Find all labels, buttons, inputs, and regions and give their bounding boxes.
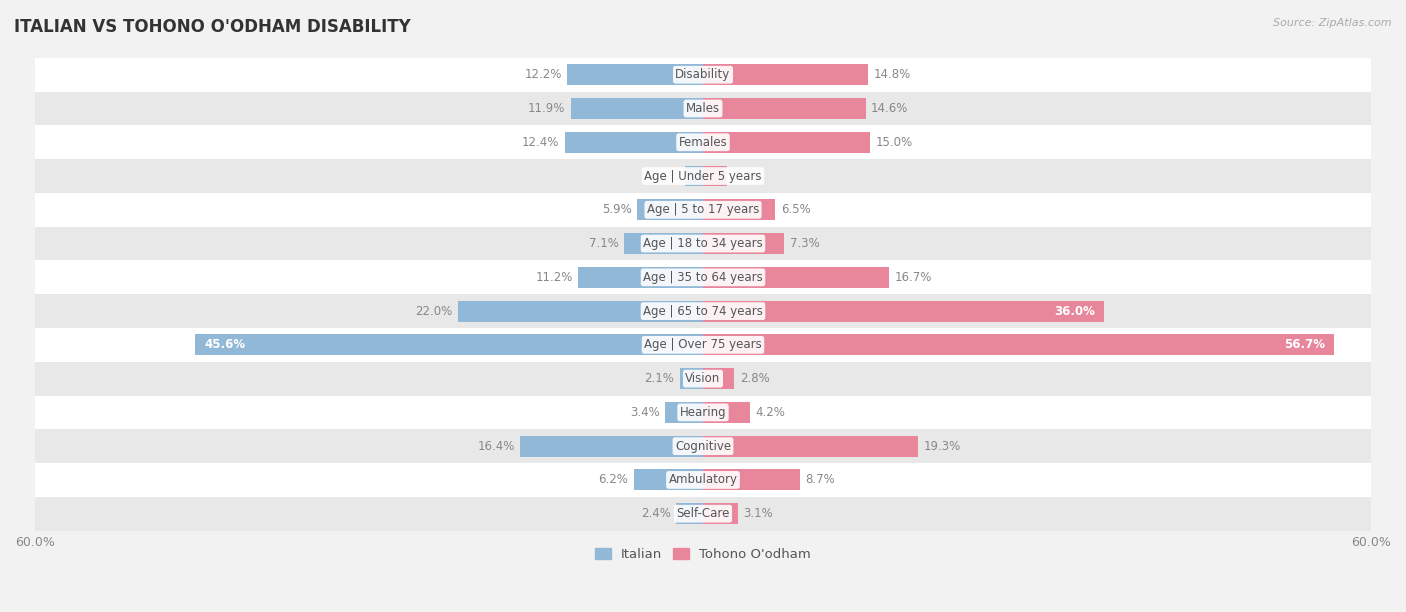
Bar bbox=[35, 294, 1371, 328]
Text: Age | Over 75 years: Age | Over 75 years bbox=[644, 338, 762, 351]
Text: 3.1%: 3.1% bbox=[744, 507, 773, 520]
Bar bbox=[703, 267, 889, 288]
Text: Source: ZipAtlas.com: Source: ZipAtlas.com bbox=[1274, 18, 1392, 28]
Bar bbox=[634, 469, 703, 490]
Text: 2.2%: 2.2% bbox=[733, 170, 763, 182]
Bar bbox=[35, 362, 1371, 395]
Text: Vision: Vision bbox=[685, 372, 721, 385]
Bar bbox=[703, 469, 800, 490]
Text: 4.2%: 4.2% bbox=[755, 406, 785, 419]
Text: Hearing: Hearing bbox=[679, 406, 727, 419]
Text: Cognitive: Cognitive bbox=[675, 439, 731, 453]
Bar bbox=[35, 328, 1371, 362]
Text: 22.0%: 22.0% bbox=[415, 305, 453, 318]
Text: Ambulatory: Ambulatory bbox=[668, 474, 738, 487]
Bar bbox=[458, 300, 703, 321]
Text: 19.3%: 19.3% bbox=[924, 439, 960, 453]
Text: 2.8%: 2.8% bbox=[740, 372, 769, 385]
Text: 6.2%: 6.2% bbox=[599, 474, 628, 487]
Bar bbox=[703, 166, 727, 187]
Text: 11.2%: 11.2% bbox=[536, 271, 572, 284]
Text: 12.4%: 12.4% bbox=[522, 136, 560, 149]
Text: 5.9%: 5.9% bbox=[602, 203, 631, 216]
Text: 7.3%: 7.3% bbox=[790, 237, 820, 250]
Text: Disability: Disability bbox=[675, 68, 731, 81]
Bar bbox=[35, 92, 1371, 125]
Bar bbox=[676, 503, 703, 524]
Bar bbox=[703, 132, 870, 153]
Bar bbox=[703, 402, 749, 423]
Text: Self-Care: Self-Care bbox=[676, 507, 730, 520]
Bar bbox=[35, 193, 1371, 226]
Bar bbox=[571, 98, 703, 119]
Text: 14.6%: 14.6% bbox=[872, 102, 908, 115]
Bar bbox=[35, 395, 1371, 429]
Bar bbox=[665, 402, 703, 423]
Bar bbox=[703, 233, 785, 254]
Text: 3.4%: 3.4% bbox=[630, 406, 659, 419]
Text: Age | 5 to 17 years: Age | 5 to 17 years bbox=[647, 203, 759, 216]
Bar bbox=[35, 58, 1371, 92]
Text: 16.4%: 16.4% bbox=[478, 439, 515, 453]
Bar bbox=[703, 334, 1334, 356]
Text: 8.7%: 8.7% bbox=[806, 474, 835, 487]
Bar bbox=[679, 368, 703, 389]
Text: Age | Under 5 years: Age | Under 5 years bbox=[644, 170, 762, 182]
Text: 12.2%: 12.2% bbox=[524, 68, 561, 81]
Bar bbox=[703, 503, 738, 524]
Text: 14.8%: 14.8% bbox=[873, 68, 911, 81]
Bar bbox=[703, 200, 775, 220]
Bar bbox=[35, 497, 1371, 531]
Bar bbox=[520, 436, 703, 457]
Text: Females: Females bbox=[679, 136, 727, 149]
Text: 2.1%: 2.1% bbox=[644, 372, 673, 385]
Bar bbox=[35, 159, 1371, 193]
Legend: Italian, Tohono O'odham: Italian, Tohono O'odham bbox=[589, 543, 817, 567]
Bar bbox=[35, 261, 1371, 294]
Bar bbox=[578, 267, 703, 288]
Text: Age | 65 to 74 years: Age | 65 to 74 years bbox=[643, 305, 763, 318]
Bar bbox=[703, 64, 868, 85]
Bar bbox=[624, 233, 703, 254]
Text: 2.4%: 2.4% bbox=[641, 507, 671, 520]
Bar bbox=[685, 166, 703, 187]
Bar bbox=[35, 226, 1371, 261]
Text: 11.9%: 11.9% bbox=[527, 102, 565, 115]
Text: Age | 35 to 64 years: Age | 35 to 64 years bbox=[643, 271, 763, 284]
Text: Males: Males bbox=[686, 102, 720, 115]
Text: 36.0%: 36.0% bbox=[1054, 305, 1095, 318]
Text: 6.5%: 6.5% bbox=[780, 203, 811, 216]
Bar bbox=[35, 125, 1371, 159]
Text: 7.1%: 7.1% bbox=[589, 237, 619, 250]
Text: 56.7%: 56.7% bbox=[1285, 338, 1326, 351]
Text: Age | 18 to 34 years: Age | 18 to 34 years bbox=[643, 237, 763, 250]
Text: ITALIAN VS TOHONO O'ODHAM DISABILITY: ITALIAN VS TOHONO O'ODHAM DISABILITY bbox=[14, 18, 411, 36]
Text: 45.6%: 45.6% bbox=[204, 338, 245, 351]
Bar bbox=[703, 368, 734, 389]
Bar bbox=[703, 300, 1104, 321]
Bar bbox=[703, 436, 918, 457]
Bar bbox=[567, 64, 703, 85]
Bar bbox=[565, 132, 703, 153]
Text: 1.6%: 1.6% bbox=[650, 170, 679, 182]
Text: 16.7%: 16.7% bbox=[894, 271, 932, 284]
Bar bbox=[35, 463, 1371, 497]
Bar bbox=[703, 98, 866, 119]
Bar bbox=[637, 200, 703, 220]
Bar bbox=[35, 429, 1371, 463]
Bar bbox=[195, 334, 703, 356]
Text: 15.0%: 15.0% bbox=[876, 136, 912, 149]
